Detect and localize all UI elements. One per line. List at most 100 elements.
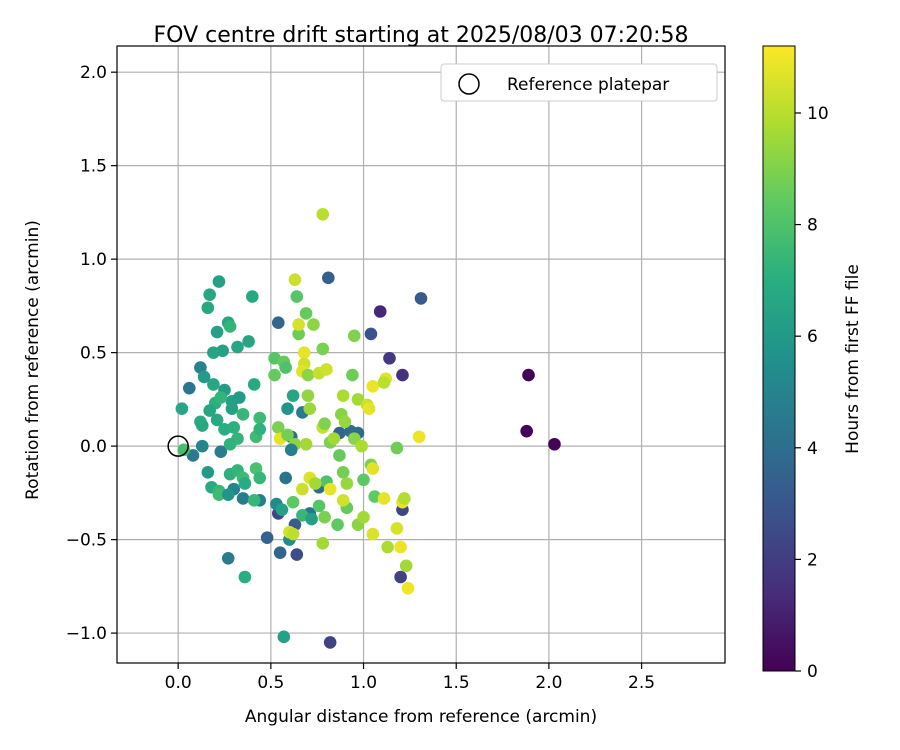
data-point [299,307,313,320]
y-tick-label: −0.5 [66,531,107,551]
scatter-points [167,207,561,649]
data-point [522,368,535,382]
chart-title: FOV centre drift starting at 2025/08/03 … [154,23,689,48]
data-point [247,494,261,507]
colorbar-tick-label: 0 [807,662,818,682]
colorbar-tick-label: 4 [807,439,818,459]
data-point [396,368,409,382]
data-point [299,437,313,451]
data-point [286,527,300,541]
data-point [175,402,189,416]
data-point [253,411,267,425]
data-point [366,527,380,541]
colorbar: 0 2 4 6 8 10 Hours from first FF file [762,45,863,682]
legend: Reference platepar [440,63,718,102]
data-point [301,368,315,382]
y-axis-label: Rotation from reference (arcmin) [23,220,43,500]
data-point [214,391,228,404]
data-point [318,510,331,524]
data-point [340,477,354,490]
y-tick-label: 2.0 [80,63,107,83]
data-point [301,389,315,402]
data-point [377,376,391,389]
data-point [201,465,215,479]
data-point [203,288,216,301]
data-point [297,346,311,359]
data-point [401,581,415,595]
data-point [186,449,200,462]
data-point [227,421,241,434]
data-point [268,368,281,382]
data-point [292,318,305,331]
x-axis-label: Angular distance from reference (arcmin) [245,707,597,727]
legend-label: Reference platepar [507,75,669,95]
data-point [236,408,250,421]
reference-platepar-marker [167,435,189,457]
data-point [212,488,226,502]
data-point [238,570,252,584]
x-axis-ticks: 0.0 0.5 1.0 1.5 2.0 2.5 [165,663,655,693]
data-point [520,424,533,438]
data-point [336,465,350,479]
data-point [236,492,250,505]
data-point [275,503,289,516]
data-point [362,402,376,416]
data-point [212,275,226,288]
data-point [390,522,404,535]
data-point [364,327,378,341]
x-tick-label: 1.5 [443,673,470,693]
data-point [318,417,331,430]
data-point [305,512,318,526]
data-point [231,340,244,354]
colorbar-tick-label: 8 [807,216,818,236]
data-point [238,477,252,490]
data-point [221,488,235,502]
data-point [216,344,229,358]
x-tick-label: 0.0 [165,673,192,693]
data-point [346,368,359,382]
data-point [286,495,300,509]
data-point [246,290,259,303]
y-axis-ticks: −1.0 −0.5 0.0 0.5 1.0 1.5 2.0 [66,63,117,644]
data-point [357,473,370,487]
data-point [357,510,370,524]
y-tick-label: 0.0 [80,437,107,457]
data-point [373,305,387,318]
data-point [260,531,274,545]
x-tick-label: 2.0 [535,673,562,693]
data-point [277,630,291,644]
legend-reference-marker [458,73,480,95]
colorbar-gradient [762,45,796,672]
data-point [312,499,326,513]
data-point [214,445,228,459]
colorbar-tick-label: 2 [807,550,818,570]
data-point [284,443,298,457]
colorbar-ticks: 0 2 4 6 8 10 [795,104,829,682]
data-point [279,361,292,374]
x-tick-label: 0.5 [257,673,284,693]
data-point [279,471,292,485]
data-point [177,443,191,457]
data-point [247,378,261,391]
data-point [197,370,211,384]
data-point [412,430,426,444]
data-point [271,421,285,434]
data-point [548,437,561,451]
data-point [377,492,391,505]
y-tick-label: 1.5 [80,157,107,177]
data-point [303,402,317,416]
data-point [253,422,267,436]
data-point [414,292,428,305]
data-point [394,570,407,584]
data-point [292,327,305,341]
colorbar-label: Hours from first FF file [843,264,863,454]
data-point [195,439,209,453]
y-tick-label: 1.0 [80,250,107,270]
data-point [316,537,330,550]
data-point [316,342,330,356]
data-point [271,316,285,330]
data-point [273,546,287,559]
colorbar-tick-label: 10 [807,104,829,124]
legend-box [440,63,718,102]
